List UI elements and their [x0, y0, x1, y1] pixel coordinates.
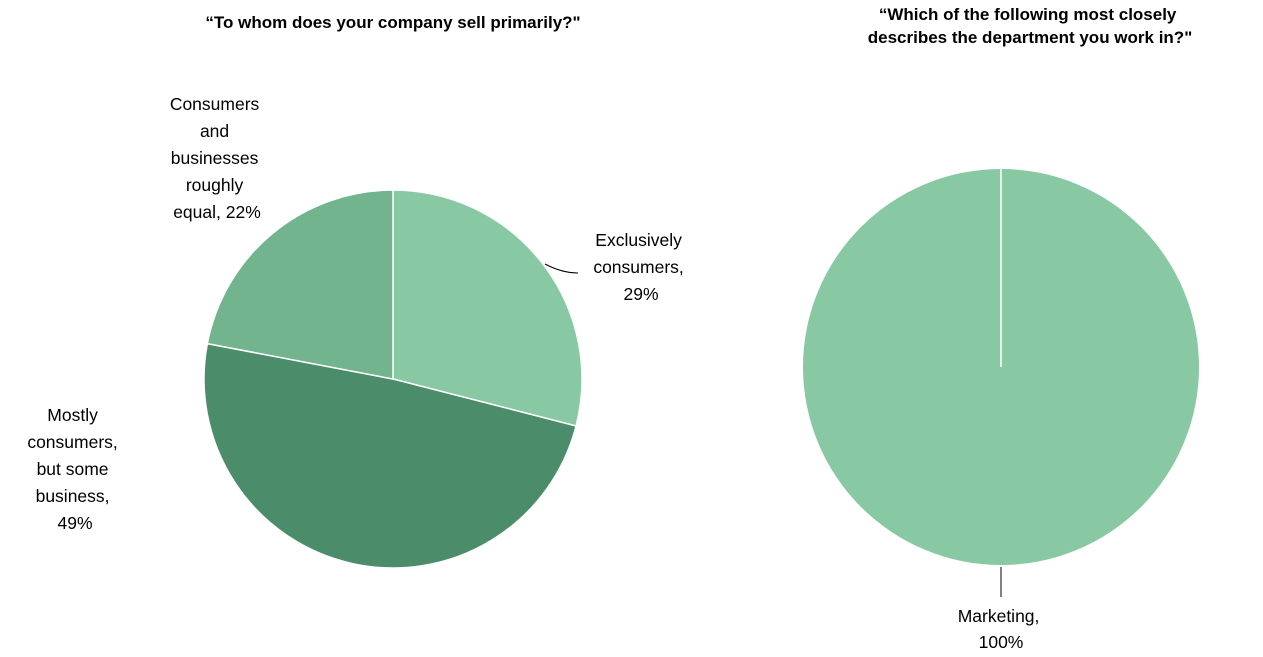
- slice-label-mostly-consumers-line-2: consumers,: [27, 432, 117, 452]
- slice-label-consumers-and-businesses-line-4: roughly: [186, 175, 244, 195]
- pie-slice-consumers-and-businesses-roughly-equal: [206, 189, 394, 380]
- pie-2-slices: [803, 169, 1199, 565]
- slice-label-marketing-line-1: Marketing,: [958, 606, 1040, 626]
- slice-label-consumers-and-businesses: Consumers and businesses roughly equal, …: [170, 94, 264, 222]
- slice-label-consumers-and-businesses-line-1: Consumers: [170, 94, 260, 114]
- slice-label-marketing: Marketing, 100%: [958, 606, 1045, 652]
- slice-label-exclusively-consumers-line-2: consumers,: [593, 257, 683, 277]
- slice-label-marketing-line-2: 100%: [979, 632, 1024, 652]
- pie-slice-mostly-consumers-but-some-business: [203, 342, 577, 569]
- slice-label-mostly-consumers-line-1: Mostly: [47, 405, 98, 425]
- chart-1-title: “To whom does your company sell primaril…: [205, 13, 580, 32]
- pie-chart-2: “Which of the following most closely des…: [803, 5, 1199, 652]
- slice-label-mostly-consumers-line-3: but some: [37, 459, 109, 479]
- chart-2-title-line-1: “Which of the following most closely: [879, 5, 1177, 24]
- slice-label-exclusively-consumers-line-3: 29%: [623, 284, 658, 304]
- slice-label-exclusively-consumers-line-1: Exclusively: [595, 230, 682, 250]
- pie-1-slices: [203, 189, 583, 569]
- slice-label-consumers-and-businesses-line-2: and: [200, 121, 229, 141]
- slice-label-mostly-consumers: Mostly consumers, but some business, 49%: [27, 405, 122, 533]
- slice-label-mostly-consumers-line-4: business,: [36, 486, 110, 506]
- pie-slice-exclusively-consumers: [392, 189, 583, 427]
- slice-label-exclusively-consumers: Exclusively consumers, 29%: [593, 230, 688, 304]
- slice-label-consumers-and-businesses-line-3: businesses: [171, 148, 259, 168]
- leader-line-exclusively-consumers: [544, 263, 579, 274]
- slice-label-consumers-and-businesses-line-5: equal, 22%: [173, 202, 261, 222]
- pie-chart-1: “To whom does your company sell primaril…: [27, 13, 688, 569]
- chart-2-title-line-2: describes the department you work in?": [868, 28, 1193, 47]
- slice-label-mostly-consumers-line-5: 49%: [57, 513, 92, 533]
- chart-2-title: “Which of the following most closely des…: [868, 5, 1193, 47]
